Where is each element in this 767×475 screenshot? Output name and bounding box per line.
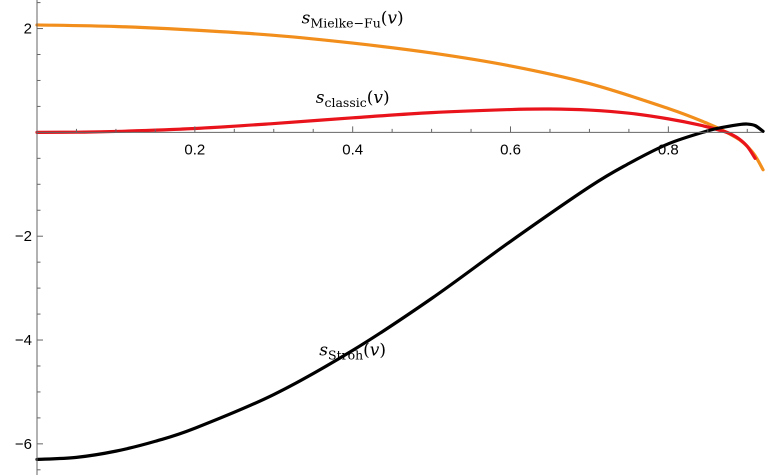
series-label-mielke: sMielke−Fu(v) [302, 8, 404, 30]
x-tick-label: 0.8 [658, 141, 679, 158]
series-label-argument: v [370, 341, 380, 361]
axes-layer [36, 0, 762, 475]
x-tick-label: 0.6 [500, 141, 521, 158]
curve-labels-layer: sMielke−Fu(v)sclassic(v)sStroh(v) [302, 8, 404, 362]
series-label-open-paren: ( [381, 8, 388, 28]
y-tick-label: −4 [15, 332, 32, 349]
series-line-mielke [35, 23, 765, 172]
y-tick-label: 2 [24, 21, 32, 38]
series-label-close-paren: ) [397, 8, 404, 28]
series-label-stroh: sStroh(v) [319, 341, 386, 363]
curves-layer [35, 23, 765, 462]
x-tick-label: 0.2 [184, 141, 205, 158]
series-line-stroh [35, 122, 765, 462]
x-tick-label: 0.4 [342, 141, 363, 158]
series-label-close-paren: ) [379, 341, 386, 361]
series-label-subscript: Mielke−Fu [310, 15, 380, 30]
series-label-subscript: classic [324, 95, 366, 110]
series-label-subscript: Stroh [328, 348, 363, 363]
series-label-symbol: s [302, 8, 311, 28]
series-line-classic [35, 107, 757, 160]
series-label-close-paren: ) [383, 88, 390, 108]
series-label-classic: sclassic(v) [316, 88, 390, 110]
series-label-argument: v [373, 88, 383, 108]
ticks-layer: 0.2 0.4 0.6 0.8 2 −2 −4 −6 [15, 2, 748, 471]
series-label-symbol: s [319, 341, 328, 361]
series-label-symbol: s [316, 88, 325, 108]
series-label-open-paren: ( [367, 88, 374, 108]
y-tick-label: −6 [15, 436, 32, 453]
y-tick-label: −2 [15, 228, 32, 245]
series-label-open-paren: ( [363, 341, 370, 361]
series-label-argument: v [387, 8, 397, 28]
